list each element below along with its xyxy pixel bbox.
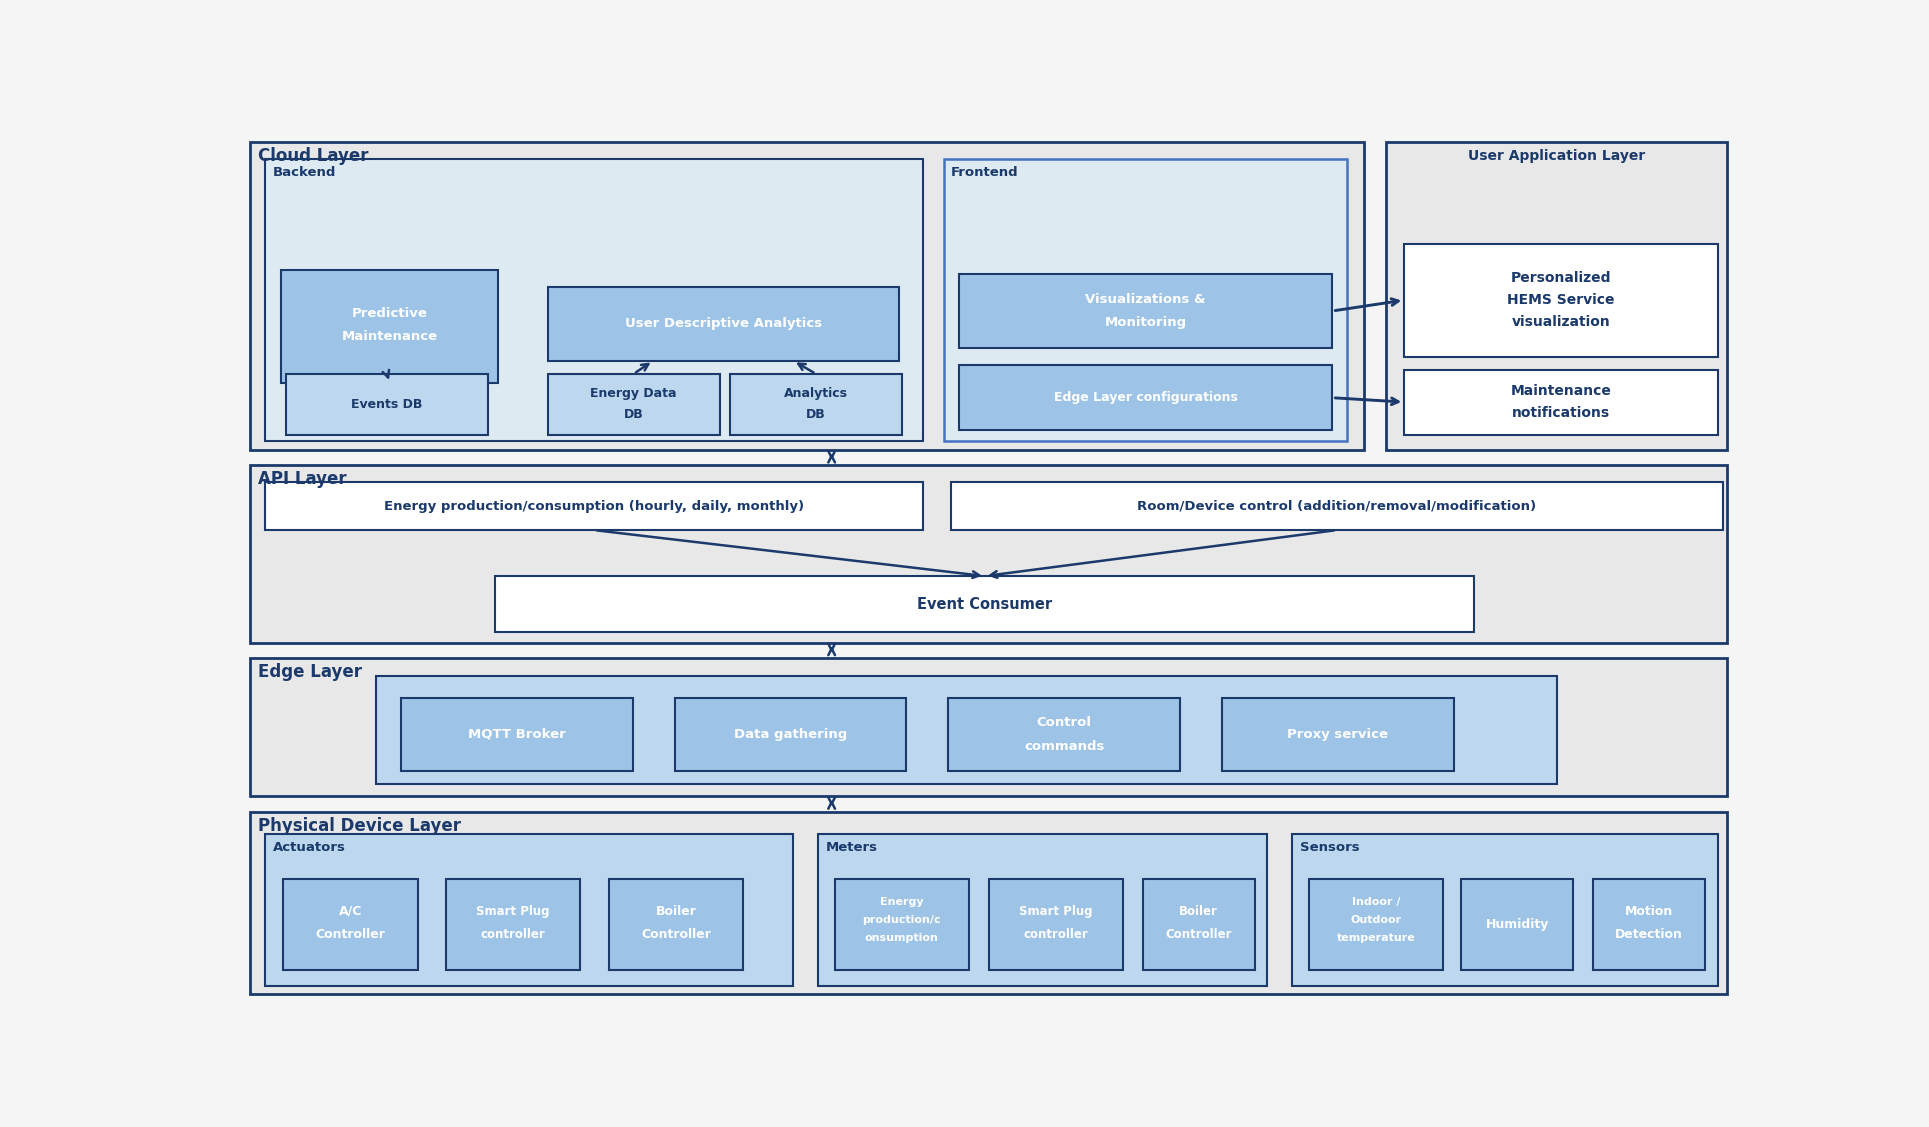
Bar: [548, 287, 899, 361]
Bar: [959, 365, 1333, 431]
Bar: [1387, 142, 1726, 451]
Bar: [264, 159, 922, 441]
Bar: [1404, 370, 1719, 435]
Text: Edge Layer configurations: Edge Layer configurations: [1053, 391, 1238, 405]
Text: Maintenance: Maintenance: [341, 330, 438, 343]
Text: Frontend: Frontend: [951, 166, 1019, 179]
Bar: [282, 269, 498, 382]
Bar: [496, 576, 1474, 632]
Text: Controller: Controller: [1165, 929, 1233, 941]
Bar: [251, 813, 1726, 994]
Text: Actuators: Actuators: [272, 841, 345, 854]
Bar: [548, 374, 720, 435]
Text: temperature: temperature: [1337, 933, 1416, 943]
Bar: [251, 465, 1726, 642]
Text: controller: controller: [480, 929, 546, 941]
Text: Monitoring: Monitoring: [1105, 316, 1186, 329]
Text: Control: Control: [1036, 716, 1092, 729]
Bar: [376, 676, 1557, 784]
Text: DB: DB: [806, 408, 826, 421]
Text: User Application Layer: User Application Layer: [1468, 149, 1645, 163]
Text: Meters: Meters: [826, 841, 878, 854]
Text: Physical Device Layer: Physical Device Layer: [258, 817, 461, 835]
Text: User Descriptive Analytics: User Descriptive Analytics: [625, 318, 822, 330]
Text: Analytics: Analytics: [783, 388, 849, 400]
Text: onsumption: onsumption: [864, 933, 939, 943]
Bar: [1308, 879, 1443, 970]
Bar: [284, 879, 417, 970]
Bar: [1460, 879, 1574, 970]
Bar: [835, 879, 968, 970]
Bar: [251, 142, 1364, 451]
Text: Visualizations &: Visualizations &: [1086, 293, 1206, 307]
Text: Edge Layer: Edge Layer: [258, 663, 361, 681]
Text: Indoor /: Indoor /: [1352, 897, 1400, 907]
Bar: [251, 658, 1726, 797]
Bar: [285, 374, 488, 435]
Bar: [675, 698, 907, 771]
Text: Sensors: Sensors: [1300, 841, 1360, 854]
Bar: [1593, 879, 1705, 970]
Text: visualization: visualization: [1512, 314, 1611, 329]
Text: Data gathering: Data gathering: [733, 728, 847, 740]
Bar: [446, 879, 581, 970]
Bar: [1221, 698, 1454, 771]
Bar: [818, 834, 1267, 986]
Text: Motion: Motion: [1624, 905, 1672, 919]
Bar: [990, 879, 1123, 970]
Bar: [943, 159, 1346, 441]
Text: production/c: production/c: [862, 915, 941, 925]
Bar: [951, 482, 1723, 530]
Text: HEMS Service: HEMS Service: [1507, 293, 1615, 308]
Text: Predictive: Predictive: [351, 307, 428, 320]
Text: Smart Plug: Smart Plug: [476, 905, 550, 919]
Bar: [264, 482, 922, 530]
Text: Energy: Energy: [880, 897, 924, 907]
Text: DB: DB: [623, 408, 644, 421]
Text: Smart Plug: Smart Plug: [1019, 905, 1092, 919]
Text: Backend: Backend: [272, 166, 336, 179]
Bar: [1404, 243, 1719, 356]
Text: commands: commands: [1024, 740, 1103, 753]
Text: Boiler: Boiler: [1179, 905, 1217, 919]
Bar: [949, 698, 1181, 771]
Text: controller: controller: [1024, 929, 1088, 941]
Text: Outdoor: Outdoor: [1350, 915, 1400, 925]
Text: Proxy service: Proxy service: [1287, 728, 1389, 740]
Text: Controller: Controller: [314, 929, 386, 941]
Text: Boiler: Boiler: [656, 905, 696, 919]
Text: notifications: notifications: [1512, 407, 1611, 420]
Bar: [959, 274, 1333, 348]
Bar: [1292, 834, 1719, 986]
Text: Event Consumer: Event Consumer: [918, 597, 1053, 612]
Bar: [729, 374, 903, 435]
Bar: [264, 834, 793, 986]
Text: API Layer: API Layer: [258, 470, 345, 488]
Bar: [610, 879, 743, 970]
Text: MQTT Broker: MQTT Broker: [469, 728, 565, 740]
Text: Controller: Controller: [640, 929, 712, 941]
Text: Room/Device control (addition/removal/modification): Room/Device control (addition/removal/mo…: [1138, 499, 1537, 513]
Text: Cloud Layer: Cloud Layer: [258, 147, 368, 165]
Text: Maintenance: Maintenance: [1510, 384, 1611, 398]
Text: Energy Data: Energy Data: [590, 388, 677, 400]
Text: Events DB: Events DB: [351, 398, 422, 410]
Text: A/C: A/C: [340, 905, 363, 919]
Bar: [401, 698, 633, 771]
Text: Humidity: Humidity: [1485, 919, 1549, 931]
Text: Energy production/consumption (hourly, daily, monthly): Energy production/consumption (hourly, d…: [384, 499, 804, 513]
Text: Detection: Detection: [1615, 929, 1682, 941]
Bar: [1142, 879, 1254, 970]
Text: Personalized: Personalized: [1510, 272, 1611, 285]
